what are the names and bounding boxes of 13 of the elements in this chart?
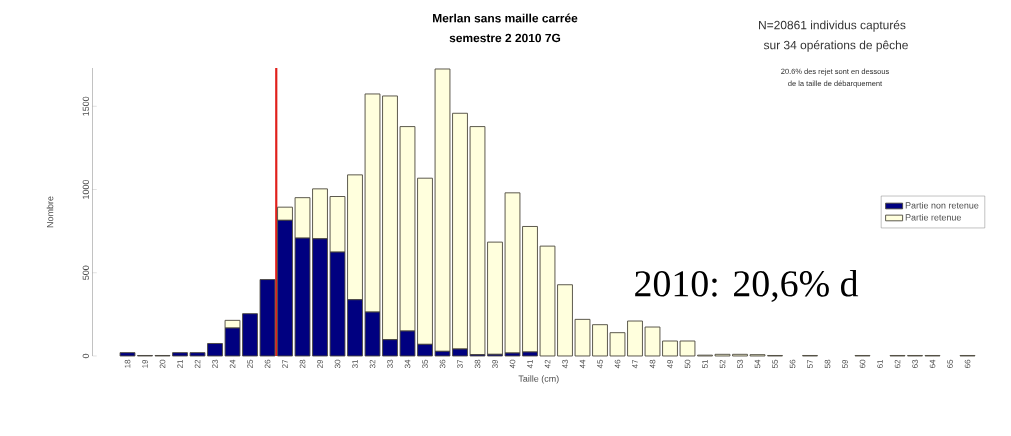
y-tick-label: 500 xyxy=(82,265,89,280)
chart-subtitle: semestre 2 2010 7G xyxy=(449,33,561,43)
annotation: 2010: 20,6% d xyxy=(635,269,859,303)
y-axis-title: Nombre xyxy=(46,196,54,228)
chart-title: Merlan sans maille carrée xyxy=(433,13,578,23)
x-axis-title: Taille (cm) xyxy=(518,375,559,384)
y-tick-label: 1000 xyxy=(82,179,89,199)
text: N=20861 individus capturés xyxy=(759,20,906,32)
legend-label: Partie retenue xyxy=(905,213,961,221)
y-tick-label: 0 xyxy=(82,353,89,359)
y-tick-label: 1500 xyxy=(82,96,89,116)
legend-label: Partie non retenue xyxy=(905,202,979,209)
text: sur 34 opérations de pêche xyxy=(763,40,908,52)
